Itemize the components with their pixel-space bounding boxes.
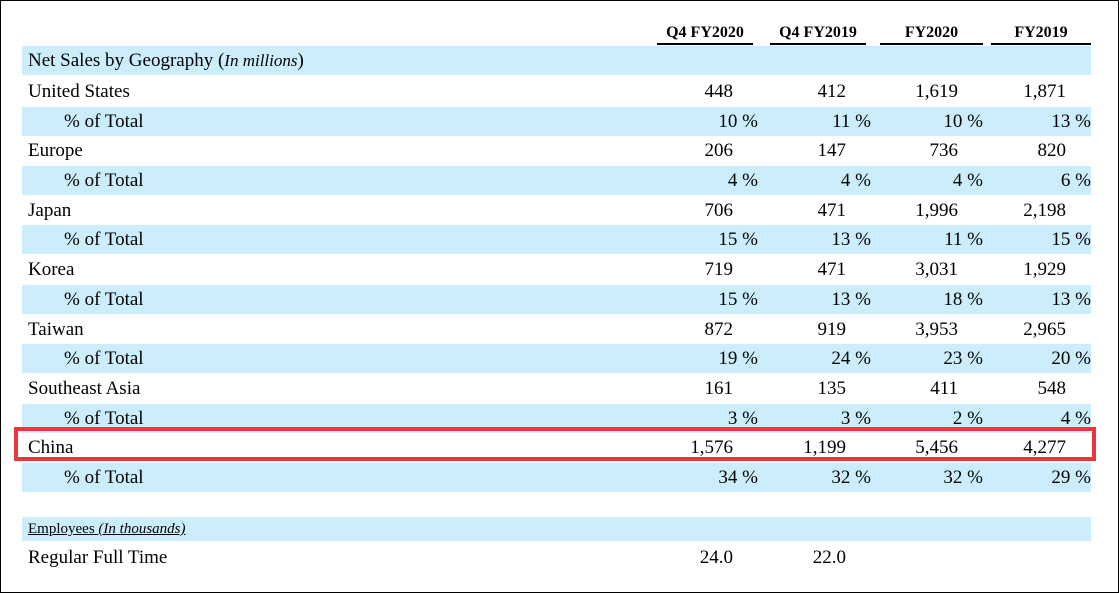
pct-label: % of Total (64, 170, 144, 191)
table-row-united-states: United States 448 412 1,619 1,871 (22, 77, 1091, 106)
table-row-regular-full-time: Regular Full Time 24.0 22.0 (22, 543, 1091, 572)
column-header-q4-fy2019: Q4 FY2019 (770, 23, 866, 45)
table-row-united-states-pct: % of Total 10 % 11 % 10 % 13 % (22, 107, 1091, 136)
sales-value: 471 (817, 200, 847, 221)
column-header-fy2020: FY2020 (880, 23, 983, 45)
region-label: Europe (28, 140, 83, 161)
value-q4-fy2019: 22.0 (812, 547, 846, 568)
sales-value: 1,871 (1023, 81, 1066, 102)
table-row-china-pct: % of Total 34 % 32 % 32 % 29 % (22, 463, 1091, 492)
table-row-japan-pct: % of Total 15 % 13 % 11 % 15 % (22, 225, 1091, 254)
pct-value: 3 % (727, 408, 758, 429)
section-title: Net Sales by Geography (In millions) (28, 50, 304, 71)
sales-value: 412 (817, 81, 847, 102)
pct-value: 13 % (831, 289, 871, 310)
table-row-southeast-asia: Southeast Asia 161 135 411 548 (22, 374, 1091, 403)
table-row-korea-pct: % of Total 15 % 13 % 18 % 13 % (22, 285, 1091, 314)
table-row-taiwan: Taiwan 872 919 3,953 2,965 (22, 315, 1091, 344)
pct-value: 3 % (840, 408, 871, 429)
region-label: Japan (28, 200, 72, 221)
sales-value: 1,929 (1023, 259, 1066, 280)
pct-value: 13 % (1051, 289, 1091, 310)
region-label: Southeast Asia (28, 378, 141, 399)
pct-label: % of Total (64, 408, 144, 429)
pct-label: % of Total (64, 111, 144, 132)
table-row-europe: Europe 206 147 736 820 (22, 136, 1091, 165)
sales-value: 820 (1037, 140, 1067, 161)
pct-value: 32 % (831, 467, 871, 488)
pct-value: 24 % (831, 348, 871, 369)
sales-value: 706 (704, 200, 734, 221)
pct-value: 34 % (718, 467, 758, 488)
pct-value: 4 % (1060, 408, 1091, 429)
pct-label: % of Total (64, 348, 144, 369)
sales-value: 1,199 (803, 437, 846, 458)
pct-value: 4 % (727, 170, 758, 191)
pct-value: 4 % (840, 170, 871, 191)
pct-label: % of Total (64, 289, 144, 310)
pct-value: 15 % (718, 289, 758, 310)
sales-value: 5,456 (915, 437, 958, 458)
sales-value: 448 (704, 81, 734, 102)
column-header-q4-fy2020: Q4 FY2020 (657, 23, 753, 45)
sales-value: 2,965 (1023, 319, 1066, 340)
pct-value: 19 % (718, 348, 758, 369)
table-row-europe-pct: % of Total 4 % 4 % 4 % 6 % (22, 166, 1091, 195)
employees-title: Employees (In thousands) (28, 521, 186, 537)
sales-value: 919 (817, 319, 847, 340)
sales-value: 161 (704, 378, 734, 399)
region-label: Korea (28, 259, 75, 280)
sales-value: 3,031 (915, 259, 958, 280)
pct-value: 15 % (718, 229, 758, 250)
value-q4-fy2020: 24.0 (699, 547, 733, 568)
pct-value: 4 % (952, 170, 983, 191)
pct-value: 11 % (832, 111, 871, 132)
pct-value: 11 % (944, 229, 983, 250)
sales-value: 736 (929, 140, 959, 161)
column-header-fy2019: FY2019 (991, 23, 1091, 45)
table-row-china: China 1,576 1,199 5,456 4,277 (22, 433, 1091, 462)
sales-value: 872 (704, 319, 734, 340)
pct-value: 29 % (1051, 467, 1091, 488)
table-row-taiwan-pct: % of Total 19 % 24 % 23 % 20 % (22, 344, 1091, 373)
sales-value: 135 (817, 378, 847, 399)
pct-value: 18 % (943, 289, 983, 310)
pct-value: 10 % (718, 111, 758, 132)
sales-value: 1,619 (915, 81, 958, 102)
region-label: Taiwan (28, 319, 84, 340)
sales-value: 719 (704, 259, 734, 280)
pct-value: 2 % (952, 408, 983, 429)
pct-value: 23 % (943, 348, 983, 369)
region-label: United States (28, 81, 130, 102)
sales-value: 471 (817, 259, 847, 280)
region-label: China (28, 437, 74, 458)
section-header-employees: Employees (In thousands) (22, 517, 1091, 541)
sales-value: 1,996 (915, 200, 958, 221)
pct-value: 15 % (1051, 229, 1091, 250)
sales-value: 147 (817, 140, 847, 161)
pct-value: 13 % (1051, 111, 1091, 132)
sales-value: 411 (930, 378, 958, 399)
row-label: Regular Full Time (28, 547, 168, 568)
table-row-japan: Japan 706 471 1,996 2,198 (22, 196, 1091, 225)
table-row-korea: Korea 719 471 3,031 1,929 (22, 255, 1091, 284)
pct-label: % of Total (64, 229, 144, 250)
sales-value: 4,277 (1023, 437, 1066, 458)
sales-value: 206 (704, 140, 734, 161)
section-unit: In millions (224, 51, 298, 70)
sales-value: 1,576 (690, 437, 733, 458)
china-row-highlight (14, 427, 1096, 461)
pct-value: 10 % (943, 111, 983, 132)
sales-value: 548 (1037, 378, 1067, 399)
pct-value: 20 % (1051, 348, 1091, 369)
pct-value: 6 % (1060, 170, 1091, 191)
pct-value: 32 % (943, 467, 983, 488)
pct-value: 13 % (831, 229, 871, 250)
sales-value: 3,953 (915, 319, 958, 340)
sales-value: 2,198 (1023, 200, 1066, 221)
section-header-net-sales: Net Sales by Geography (In millions) (22, 46, 1091, 75)
pct-label: % of Total (64, 467, 144, 488)
